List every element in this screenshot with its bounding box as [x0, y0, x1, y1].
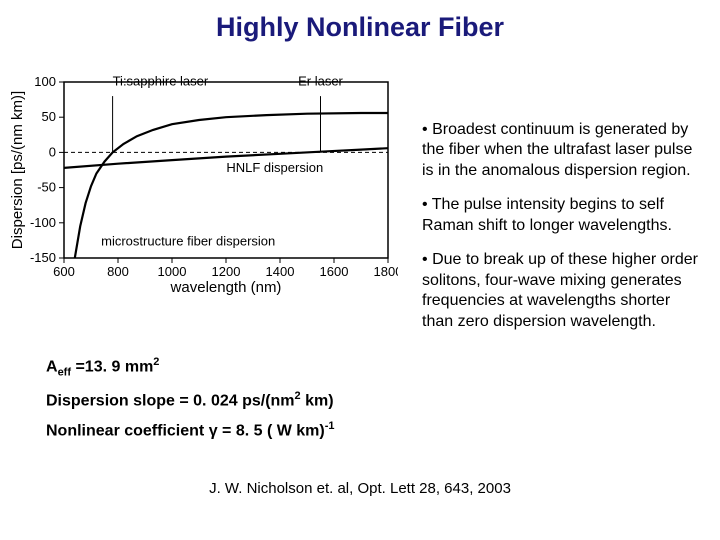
bullet-dot-icon: • — [422, 121, 428, 138]
svg-text:1800: 1800 — [374, 264, 398, 279]
param-text: Nonlinear coefficient γ = 8. 5 ( W km) — [46, 422, 325, 439]
bullet-dot-icon: • — [422, 196, 428, 213]
param-text: km) — [301, 392, 334, 409]
page-title: Highly Nonlinear Fiber — [0, 12, 720, 43]
dispersion-chart: 600 800 1000 1200 1400 1600 1800 -150 -100 -50 0 50… — [8, 76, 398, 296]
param-nonlinear: Nonlinear coefficient γ = 8. 5 ( W km)-1 — [46, 421, 402, 439]
svg-text:-100: -100 — [30, 215, 56, 230]
svg-text:microstructure fiber dispersio: microstructure fiber dispersion — [101, 233, 275, 248]
param-sub: eff — [58, 367, 71, 379]
svg-text:800: 800 — [107, 264, 129, 279]
svg-text:0: 0 — [49, 144, 56, 159]
bullet-dot-icon: • — [422, 251, 428, 268]
svg-text:wavelength (nm): wavelength (nm) — [170, 279, 282, 296]
bullet-text: The pulse intensity begins to self Raman… — [422, 196, 672, 233]
param-text: =13. 9 mm — [71, 358, 153, 375]
svg-text:600: 600 — [53, 264, 75, 279]
param-text: Dispersion slope = 0. 024 ps/(nm — [46, 392, 295, 409]
bullet-item: • The pulse intensity begins to self Ram… — [422, 195, 704, 236]
param-sup: -1 — [325, 420, 335, 432]
bullet-text: Broadest continuum is generated by the f… — [422, 121, 692, 179]
param-dispersion-slope: Dispersion slope = 0. 024 ps/(nm2 km) — [46, 391, 402, 409]
svg-text:1400: 1400 — [266, 264, 295, 279]
bullet-item: • Broadest continuum is generated by the… — [422, 120, 704, 181]
svg-text:1600: 1600 — [320, 264, 349, 279]
svg-text:100: 100 — [34, 76, 56, 89]
svg-text:1000: 1000 — [158, 264, 187, 279]
svg-text:50: 50 — [42, 109, 56, 124]
fiber-parameters: Aeff =13. 9 mm2 Dispersion slope = 0. 02… — [46, 357, 402, 451]
param-text: A — [46, 358, 58, 375]
svg-text:-50: -50 — [37, 180, 56, 195]
param-aeff: Aeff =13. 9 mm2 — [46, 357, 402, 379]
svg-text:Dispersion [ps/(nm km)]: Dispersion [ps/(nm km)] — [9, 91, 26, 249]
param-sup: 2 — [153, 356, 159, 368]
citation: J. W. Nicholson et. al, Opt. Lett 28, 64… — [0, 480, 720, 497]
bullet-list: • Broadest continuum is generated by the… — [422, 120, 704, 346]
svg-text:1200: 1200 — [212, 264, 241, 279]
svg-text:HNLF dispersion: HNLF dispersion — [226, 160, 323, 175]
bullet-text: Due to break up of these higher order so… — [422, 251, 698, 329]
bullet-item: • Due to break up of these higher order … — [422, 250, 704, 332]
svg-text:Ti:sapphire laser: Ti:sapphire laser — [113, 76, 209, 89]
svg-text:-150: -150 — [30, 250, 56, 265]
svg-text:Er laser: Er laser — [298, 76, 343, 89]
